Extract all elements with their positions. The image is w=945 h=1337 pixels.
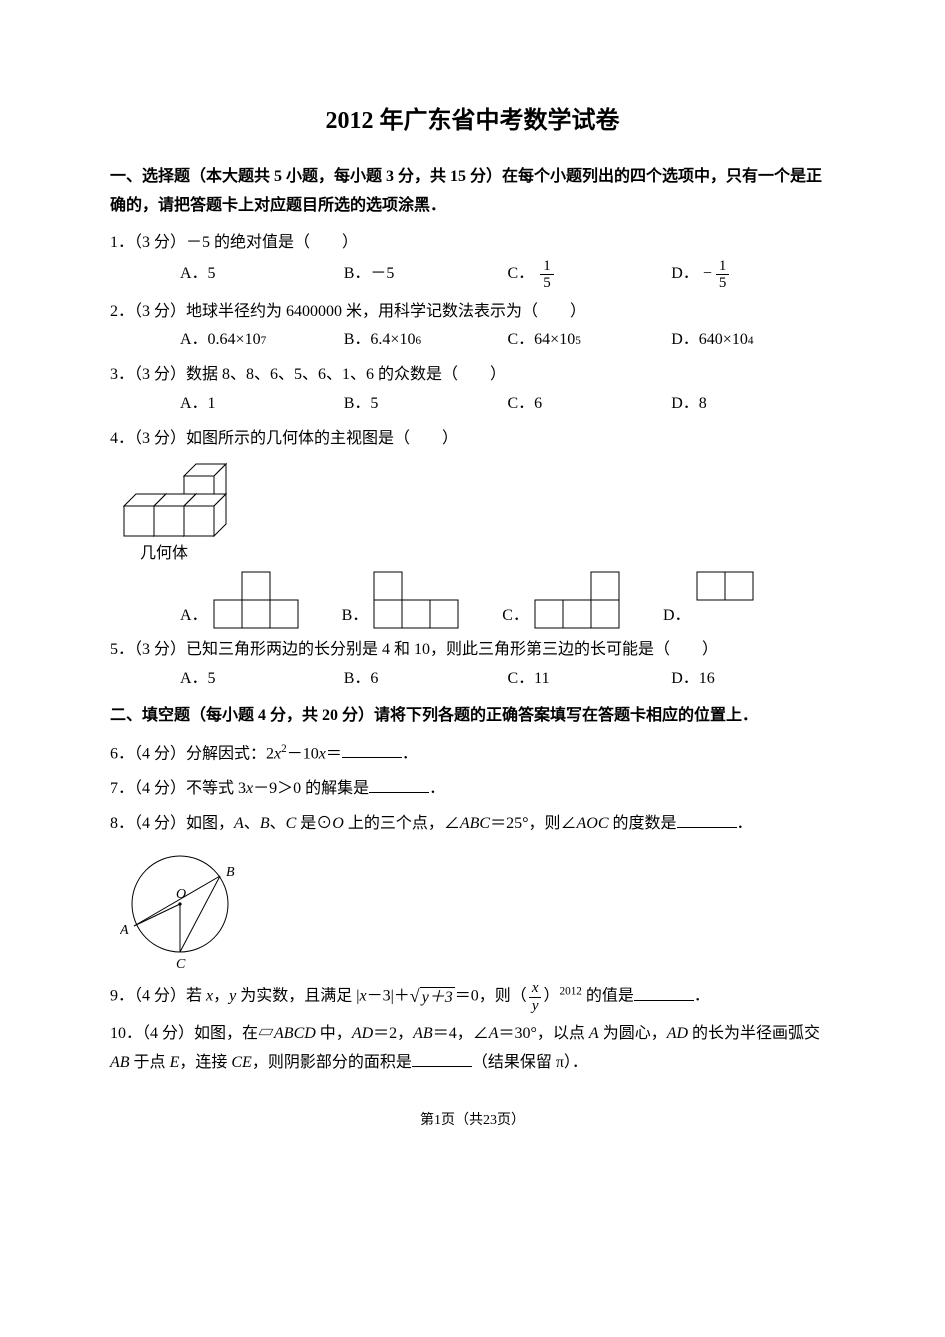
fill-blank bbox=[369, 776, 429, 793]
q3-opt-b: B．5 bbox=[344, 390, 508, 419]
fill-blank bbox=[412, 1050, 472, 1067]
front-view-icon bbox=[695, 570, 765, 630]
q1-options: A．5 B．－5 C． 1 5 D． − 1 5 bbox=[180, 258, 835, 292]
page-title: 2012 年广东省中考数学试卷 bbox=[110, 100, 835, 143]
fraction-icon: 1 5 bbox=[540, 258, 554, 292]
front-view-icon bbox=[533, 570, 623, 630]
section1-header: 一、选择题（本大题共 5 小题，每小题 3 分，共 15 分）在每个小题列出的四… bbox=[110, 163, 835, 221]
q3-opt-c: C．6 bbox=[508, 390, 672, 419]
question-7: 7．（4 分）不等式 3x－9＞0 的解集是． bbox=[110, 775, 835, 804]
q3-opt-d: D．8 bbox=[671, 390, 835, 419]
q4-stem: 4．（3 分）如图所示的几何体的主视图是（ ） bbox=[110, 425, 835, 454]
q4-options: A． B． C． D． bbox=[180, 570, 835, 630]
question-2: 2．（3 分）地球半径约为 6400000 米，用科学记数法表示为（ ） A．0… bbox=[110, 298, 835, 356]
q1-opt-c: C． 1 5 bbox=[508, 258, 672, 292]
question-10: 10．（4 分）如图，在▱ABCD 中，AD＝2，AB＝4，∠A＝30°，以点 … bbox=[110, 1020, 835, 1078]
exam-page: 2012 年广东省中考数学试卷 一、选择题（本大题共 5 小题，每小题 3 分，… bbox=[0, 0, 945, 1337]
fill-blank bbox=[634, 984, 694, 1001]
q5-opt-c: C．11 bbox=[508, 665, 672, 694]
q2-stem: 2．（3 分）地球半径约为 6400000 米，用科学记数法表示为（ ） bbox=[110, 298, 835, 327]
front-view-icon bbox=[372, 570, 462, 630]
svg-text:A: A bbox=[120, 923, 129, 938]
q1-opt-a: A．5 bbox=[180, 258, 344, 292]
q2-opt-b: B．6.4×106 bbox=[344, 326, 508, 355]
question-3: 3．（3 分）数据 8、8、6、5、6、1、6 的众数是（ ） A．1 B．5 … bbox=[110, 361, 835, 419]
q2-options: A．0.64×107 B．6.4×106 C．64×105 D．640×104 bbox=[180, 326, 835, 355]
neg-fraction-icon: − 1 5 bbox=[703, 258, 732, 292]
q1-opt-d: D． − 1 5 bbox=[671, 258, 835, 292]
q2-opt-d: D．640×104 bbox=[671, 326, 835, 355]
q3-stem: 3．（3 分）数据 8、8、6、5、6、1、6 的众数是（ ） bbox=[110, 361, 835, 390]
q2-opt-c: C．64×105 bbox=[508, 326, 672, 355]
question-6: 6．（4 分）分解因式：2x2－10x＝． bbox=[110, 739, 835, 769]
svg-text:C: C bbox=[176, 957, 186, 972]
page-footer: 第1页（共23页） bbox=[110, 1108, 835, 1133]
front-view-icon bbox=[212, 570, 302, 630]
question-5: 5．（3 分）已知三角形两边的长分别是 4 和 10，则此三角形第三边的长可能是… bbox=[110, 636, 835, 694]
q1-opt-b: B．－5 bbox=[344, 258, 508, 292]
svg-text:B: B bbox=[226, 865, 235, 880]
q4-opt-a: A． bbox=[180, 570, 302, 630]
q1-stem: 1．（3 分）－5 的绝对值是（ ） bbox=[110, 229, 835, 258]
svg-text:O: O bbox=[176, 887, 186, 902]
q5-options: A．5 B．6 C．11 D．16 bbox=[180, 665, 835, 694]
q4-opt-c: C． bbox=[502, 570, 623, 630]
q3-options: A．1 B．5 C．6 D．8 bbox=[180, 390, 835, 419]
question-8: 8．（4 分）如图，A、B、C 是⊙O 上的三个点，∠ABC＝25°，则∠AOC… bbox=[110, 810, 835, 975]
q3-opt-a: A．1 bbox=[180, 390, 344, 419]
q4-solid-figure: 几何体 bbox=[120, 460, 835, 569]
q5-opt-b: B．6 bbox=[344, 665, 508, 694]
q4-opt-b: B． bbox=[342, 570, 463, 630]
question-4: 4．（3 分）如图所示的几何体的主视图是（ ） 几何体 A． B． C． D． bbox=[110, 425, 835, 631]
isometric-cubes-icon bbox=[120, 460, 240, 540]
sqrt-icon: √y＋3 bbox=[410, 987, 455, 1007]
q4-opt-d: D． bbox=[663, 570, 765, 630]
section2-header: 二、填空题（每小题 4 分，共 20 分）请将下列各题的正确答案填写在答题卡相应… bbox=[110, 702, 835, 731]
question-9: 9．（4 分）若 x，y 为实数，且满足 |x－3|＋√y＋3＝0，则（xy）2… bbox=[110, 980, 835, 1014]
fill-blank bbox=[342, 741, 402, 758]
q8-circle-figure: O A B C bbox=[120, 844, 835, 974]
question-1: 1．（3 分）－5 的绝对值是（ ） A．5 B．－5 C． 1 5 D． − … bbox=[110, 229, 835, 292]
q5-stem: 5．（3 分）已知三角形两边的长分别是 4 和 10，则此三角形第三边的长可能是… bbox=[110, 636, 835, 665]
fill-blank bbox=[677, 811, 737, 828]
q4-solid-label: 几何体 bbox=[140, 540, 835, 569]
fraction-icon: xy bbox=[529, 980, 542, 1014]
q2-opt-a: A．0.64×107 bbox=[180, 326, 344, 355]
circle-geometry-icon: O A B C bbox=[120, 844, 250, 974]
q5-opt-d: D．16 bbox=[671, 665, 835, 694]
q5-opt-a: A．5 bbox=[180, 665, 344, 694]
